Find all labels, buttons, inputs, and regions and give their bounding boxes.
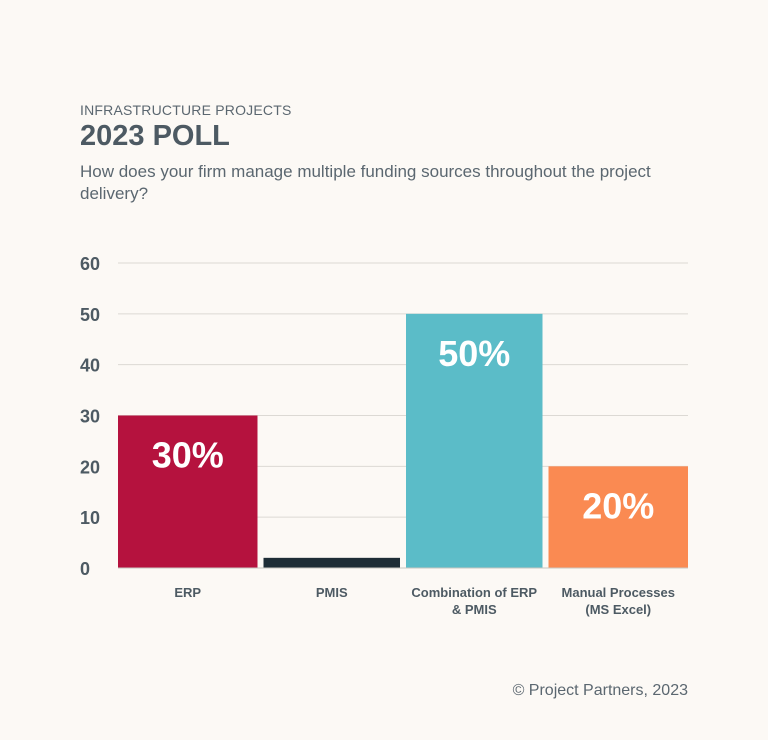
chart-kicker: INFRASTRUCTURE PROJECTS	[80, 102, 292, 118]
x-category-label: PMIS	[316, 585, 348, 600]
x-category-label: Manual Processes (MS Excel)	[562, 585, 675, 617]
bar	[406, 313, 543, 568]
bar-value-label: 20%	[582, 485, 654, 526]
chart-title: 2023 POLL	[80, 120, 230, 152]
bar-value-label: 30%	[152, 435, 224, 476]
y-tick-label: 50	[80, 305, 100, 325]
y-tick-label: 30	[80, 407, 100, 427]
x-category-label: ERP	[174, 585, 201, 600]
copyright-note: © Project Partners, 2023	[512, 682, 688, 699]
bar	[118, 415, 258, 568]
bar	[548, 466, 688, 568]
bar	[263, 557, 400, 568]
chart-header: INFRASTRUCTURE PROJECTS 2023 POLL How do…	[80, 101, 720, 205]
y-tick-label: 60	[80, 254, 100, 274]
chart-subtitle: How does your firm manage multiple fundi…	[80, 162, 651, 203]
bar-value-label: 50%	[438, 333, 510, 374]
y-tick-label: 0	[80, 559, 90, 579]
y-tick-label: 20	[80, 457, 100, 477]
y-tick-label: 40	[80, 356, 100, 376]
y-tick-label: 10	[80, 508, 100, 528]
x-category-label: Combination of ERP & PMIS	[411, 585, 537, 617]
